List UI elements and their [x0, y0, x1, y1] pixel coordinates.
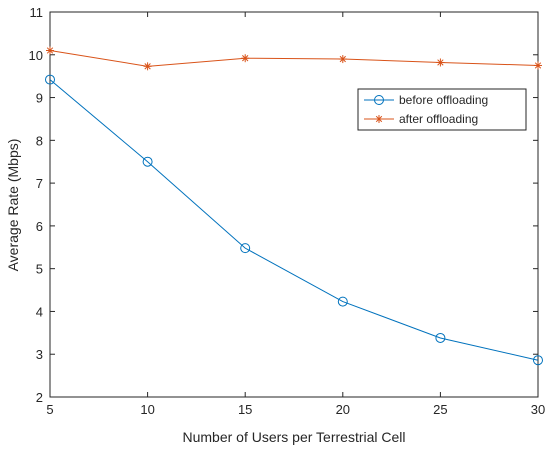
x-axis-label: Number of Users per Terrestrial Cell [182, 429, 405, 445]
y-tick-label: 10 [29, 48, 43, 63]
series-1-point [240, 243, 251, 254]
legend-box [357, 88, 527, 131]
x-tick-label: 10 [140, 402, 154, 417]
y-axis-label: Average Rate (Mbps) [5, 139, 21, 272]
y-tick-label: 3 [36, 347, 43, 362]
x-tick-label: 25 [433, 402, 447, 417]
legend-entry-1: before offloading [399, 93, 488, 107]
series-2-point [46, 46, 54, 55]
series-1-point [142, 156, 153, 167]
series-1-point [435, 332, 446, 343]
y-tick-label: 5 [36, 262, 43, 277]
x-tick-label: 5 [46, 402, 53, 417]
legend-marker [374, 95, 384, 105]
legend-marker [375, 115, 383, 123]
y-tick-label: 11 [30, 5, 44, 20]
series-1-point [337, 296, 348, 307]
series-1-point [45, 74, 55, 85]
plot-area: 5 10 15 20 25 30 2 3 4 5 6 7 8 9 10 11 before offloading… [29, 5, 546, 417]
series-2-point [338, 55, 347, 64]
x-tick-label: 30 [531, 402, 545, 417]
x-tick-label: 15 [238, 402, 252, 417]
legend: before offloading after offloading [357, 88, 527, 131]
y-tick-label: 4 [36, 304, 43, 319]
y-tick-label: 7 [36, 176, 43, 191]
series-line-2 [49, 50, 539, 67]
series-2-point [436, 58, 445, 67]
series-2-point [143, 62, 152, 71]
series-2-point [241, 54, 250, 63]
y-tick-label: 6 [36, 219, 43, 234]
axes-box [49, 11, 539, 398]
legend-entry-2: after offloading [399, 112, 478, 126]
x-tick-label: 20 [336, 402, 350, 417]
y-tick-label: 8 [36, 133, 43, 148]
y-tick-label: 9 [36, 91, 43, 106]
series-2-point [534, 61, 542, 70]
y-tick-label: 2 [36, 390, 43, 405]
series-1-point [533, 355, 543, 366]
series-line-1 [49, 79, 539, 361]
